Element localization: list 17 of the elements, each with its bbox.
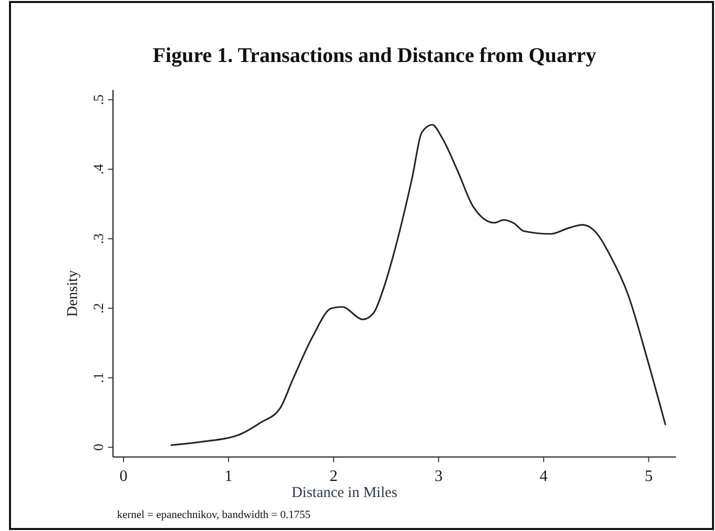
y-axis-title: Density: [65, 270, 81, 317]
y-tick-label: .4: [92, 164, 107, 174]
chart-title: Figure 1. Transactions and Distance from Quarry: [152, 43, 597, 67]
x-tick-label: 4: [540, 468, 548, 485]
x-tick-label: 0: [120, 468, 128, 485]
y-tick-label: .5: [92, 94, 107, 105]
y-tick-label: .1: [92, 372, 107, 384]
x-tick-label: 3: [434, 468, 443, 485]
text: kernel = epanechnikov, bandwidth = 0.1755: [117, 509, 311, 521]
y-tick-label: .2: [92, 303, 107, 314]
y-tick-label: .3: [92, 233, 107, 244]
x-tick-label: 2: [330, 468, 338, 485]
x-tick-label: 1: [224, 468, 233, 485]
y-tick-label: 0: [92, 444, 107, 451]
x-tick-label: 5: [644, 468, 653, 485]
line-series: [170, 124, 666, 446]
x-axis-title: Distance in Miles: [292, 485, 398, 501]
